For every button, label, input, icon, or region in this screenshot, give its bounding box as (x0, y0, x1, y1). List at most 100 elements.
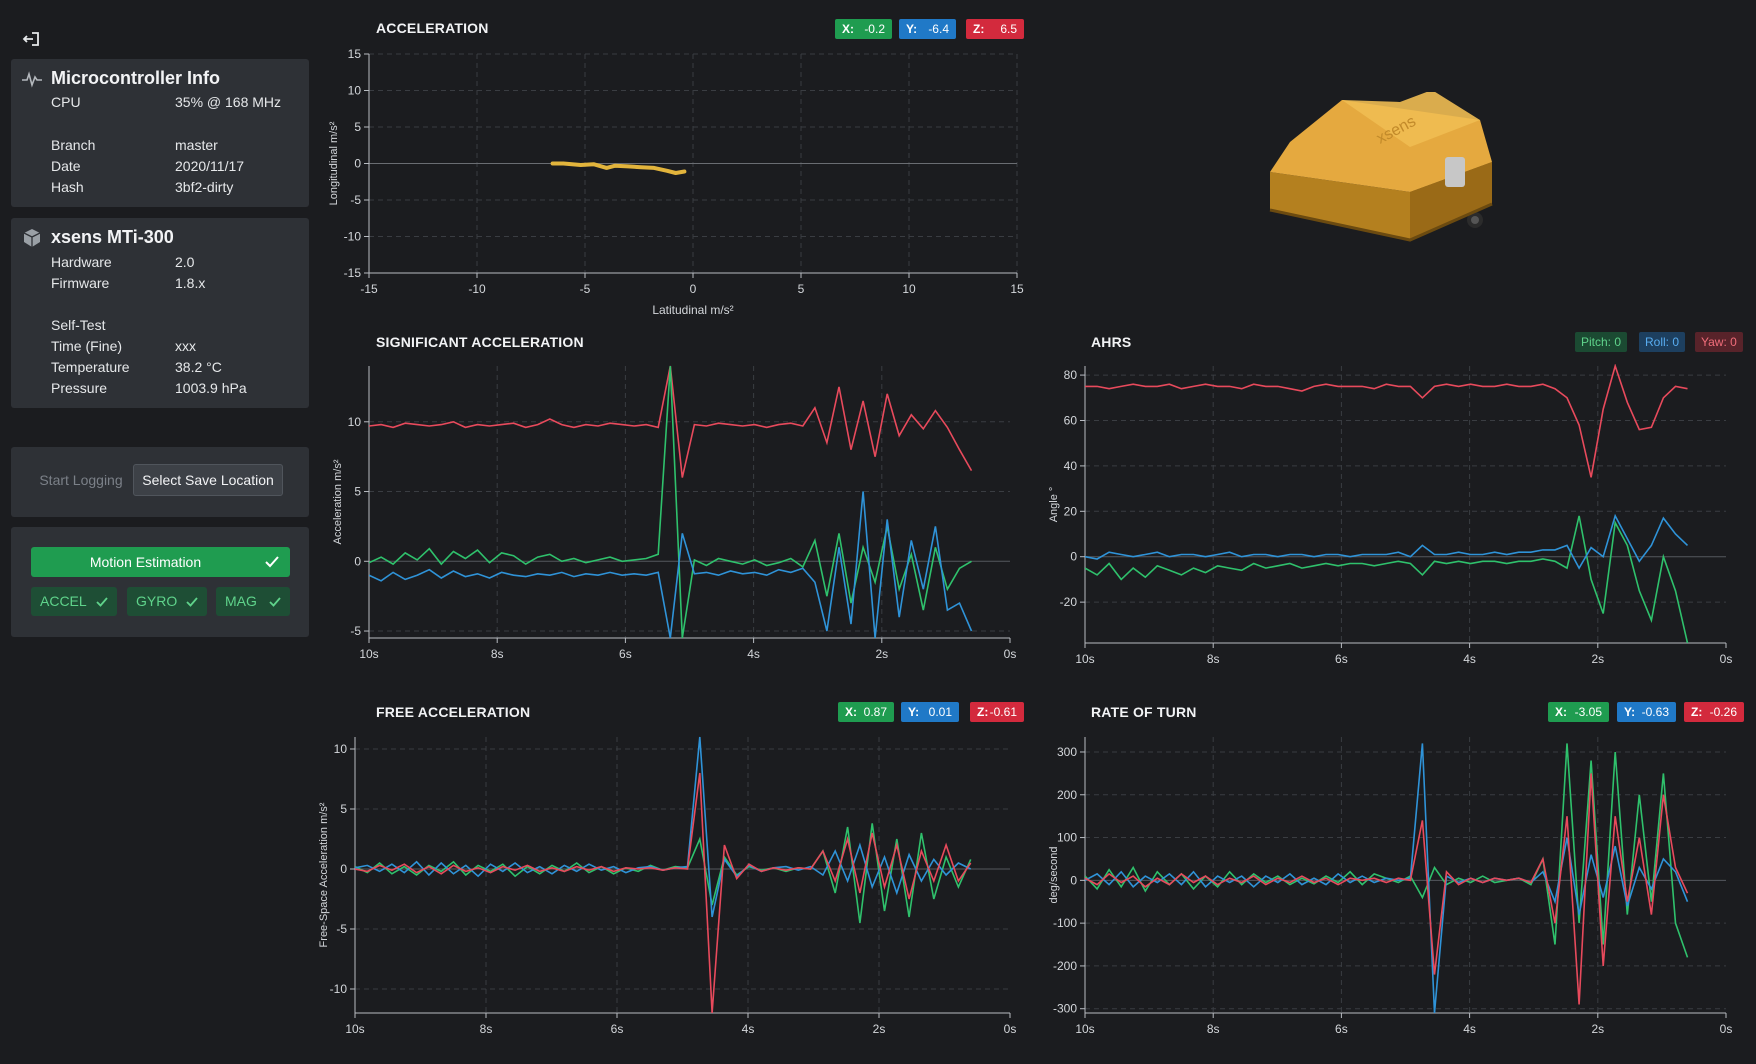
y-tick-label: 0 (1070, 873, 1077, 887)
hardware-label: Hardware (51, 254, 112, 270)
rot-y-badge: Y: -0.63 (1617, 702, 1676, 722)
x-tick-label: 10s (1075, 652, 1094, 666)
x-tick-label: 2s (1591, 652, 1604, 666)
x-tick-label: 8s (1207, 1022, 1220, 1036)
y-tick-label: 80 (1064, 368, 1078, 382)
pressure-value: 1003.9 hPa (175, 380, 247, 396)
activity-icon (22, 71, 42, 88)
y-tick-label: 20 (1064, 504, 1078, 518)
accel-y-badge: Y: -6.4 (899, 19, 956, 39)
y-tick-label: 100 (1057, 831, 1077, 845)
x-tick-label: 2s (1591, 1022, 1604, 1036)
series-line-red (1085, 364, 1688, 478)
series-line-green (369, 365, 972, 638)
check-icon (269, 597, 281, 607)
check-icon (265, 556, 279, 568)
badge-key: Y: (1624, 705, 1636, 719)
y-tick-label: 5 (340, 802, 347, 816)
y-tick-label: -10 (344, 230, 362, 244)
series-line-red (1085, 773, 1689, 1005)
y-axis-label: Longitudinal m/s² (328, 121, 340, 205)
accel-x-badge: X: -0.2 (835, 19, 892, 39)
x-tick-label: 10 (902, 282, 916, 296)
series-line-green (1085, 515, 1689, 643)
x-tick-label: 5 (798, 282, 805, 296)
branch-value: master (175, 137, 218, 153)
series-line-blue (1085, 743, 1689, 1013)
y-axis-label: Angle ° (1048, 487, 1060, 523)
yaw-badge: Yaw: 0 (1695, 332, 1743, 352)
gyro-toggle[interactable]: GYRO (127, 587, 207, 616)
x-tick-label: 6s (611, 1022, 624, 1036)
check-icon (96, 597, 108, 607)
hash-label: Hash (51, 179, 84, 195)
rot-x-badge: X: -3.05 (1548, 702, 1609, 722)
badge-value: -6.4 (928, 22, 949, 36)
y-tick-label: 5 (354, 485, 361, 499)
rot-z-badge: Z: -0.26 (1684, 702, 1744, 722)
badge-key: Y: (908, 705, 920, 719)
exit-icon[interactable] (20, 28, 42, 50)
x-tick-label: 8s (1207, 652, 1220, 666)
x-tick-label: -5 (580, 282, 591, 296)
badge-value: 0 (1672, 335, 1680, 349)
badge-key: Y: (906, 22, 918, 36)
badge-key: Z: (977, 705, 989, 719)
time-label: Time (Fine) (51, 338, 123, 354)
badge-value: 0.01 (928, 705, 952, 719)
x-tick-label: 0s (1004, 647, 1017, 661)
series-line-red (355, 772, 972, 1013)
pitch-badge: Pitch: 0 (1575, 332, 1628, 352)
select-save-location-button[interactable]: Select Save Location (133, 464, 283, 496)
accel-label: ACCEL (40, 593, 87, 609)
accel-toggle[interactable]: ACCEL (31, 587, 117, 616)
y-tick-label: 40 (1064, 459, 1078, 473)
pressure-label: Pressure (51, 380, 108, 396)
y-tick-label: 10 (348, 415, 362, 429)
badge-key: Yaw: (1701, 335, 1727, 349)
y-axis-label: Acceleration m/s² (332, 459, 344, 544)
motion-estimation-button[interactable]: Motion Estimation (31, 547, 290, 577)
hardware-value: 2.0 (175, 254, 195, 270)
accel-z-badge: Z: 6.5 (966, 19, 1024, 39)
y-axis-label: deg/second (1048, 847, 1060, 904)
y-tick-label: 300 (1057, 745, 1077, 759)
hash-value: 3bf2-dirty (175, 179, 234, 195)
acceleration-chart: -15 -10 -5 0 5 10 15 15 10 5 0 -5 -10 -15 Latitudinal … (328, 47, 1024, 317)
x-tick-label: 4s (747, 647, 760, 661)
x-tick-label: 0s (1720, 1022, 1733, 1036)
panel-title: xsens MTi-300 (51, 227, 174, 247)
free-x-badge: X: 0.87 (838, 702, 894, 722)
mag-toggle[interactable]: MAG (216, 587, 290, 616)
x-tick-label: 4s (1463, 1022, 1476, 1036)
y-tick-label: -5 (350, 624, 361, 638)
date-label: Date (51, 158, 81, 174)
badge-value: 6.5 (1000, 22, 1017, 36)
significant-acceleration-title: SIGNIFICANT ACCELERATION (376, 334, 584, 350)
x-tick-label: 0s (1720, 652, 1733, 666)
x-tick-label: 0 (690, 282, 697, 296)
x-tick-label: 6s (619, 647, 632, 661)
y-tick-label: 10 (348, 84, 362, 98)
y-tick-label: -15 (344, 266, 362, 280)
free-acceleration-chart: 10s 8s 6s 4s 2s 0s 10 5 0 -5 -10 Free-Space Acceler… (318, 736, 1016, 1036)
microcontroller-panel: Microcontroller Info CPU 35% @ 168 MHz B… (11, 59, 309, 207)
x-tick-label: -15 (360, 282, 378, 296)
temperature-label: Temperature (51, 359, 130, 375)
cpu-label: CPU (51, 94, 81, 110)
cube-icon (23, 229, 41, 247)
cpu-value: 35% @ 168 MHz (175, 94, 282, 110)
badge-value: -0.2 (864, 22, 885, 36)
badge-value: 0 (1730, 335, 1737, 349)
date-value: 2020/11/17 (175, 158, 245, 174)
start-logging-button[interactable]: Start Logging (39, 472, 123, 488)
acceleration-trace (550, 161, 687, 175)
sensor-device-image: xsens (1269, 92, 1493, 242)
y-tick-label: -100 (1053, 916, 1077, 930)
badge-key: Roll: (1645, 335, 1670, 349)
rate-of-turn-title: RATE OF TURN (1091, 704, 1197, 720)
y-tick-label: 0 (1070, 550, 1077, 564)
temperature-value: 38.2 °C (175, 359, 222, 375)
check-icon (186, 597, 198, 607)
x-tick-label: 4s (1463, 652, 1476, 666)
